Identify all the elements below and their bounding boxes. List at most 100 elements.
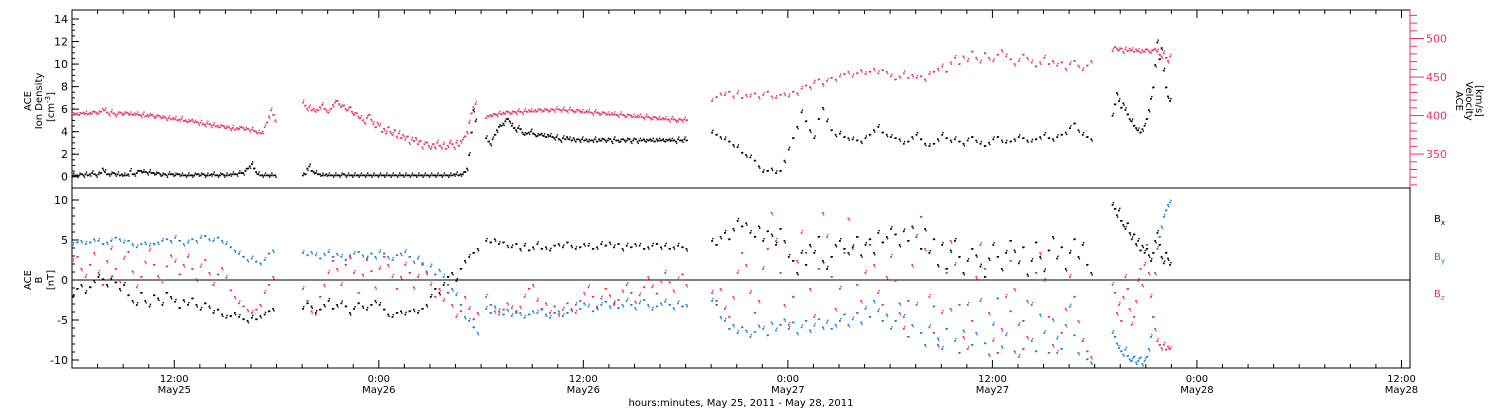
density-point (912, 138, 914, 140)
bz-point (1152, 316, 1154, 318)
density-point (622, 138, 625, 140)
density-point (180, 174, 183, 177)
bx-point (465, 262, 467, 264)
velocity-point (665, 115, 667, 118)
legend-bx-sub: x (1441, 219, 1445, 227)
density-point (1128, 118, 1131, 120)
by-point (938, 339, 940, 341)
by-point (418, 255, 420, 257)
velocity-point (1135, 48, 1137, 51)
velocity-point (843, 73, 846, 75)
bz-point (1006, 294, 1008, 296)
by-point (234, 251, 237, 253)
density-point (1153, 86, 1155, 88)
bz-point (310, 310, 313, 313)
bx-point (885, 236, 888, 238)
by-point (366, 257, 368, 260)
by-point (915, 304, 918, 306)
velocity-point (251, 128, 253, 131)
velocity-point (804, 84, 807, 87)
by-point (933, 305, 936, 307)
velocity-point (382, 131, 384, 133)
velocity-point (1130, 49, 1133, 52)
bz-point (830, 276, 833, 278)
density-point (514, 127, 516, 129)
velocity-point (104, 109, 106, 112)
bz-point (314, 313, 317, 316)
density-point (245, 168, 247, 170)
velocity-point (507, 110, 510, 113)
velocity-point (683, 118, 686, 121)
density-point (840, 130, 842, 133)
density-point (401, 174, 403, 176)
by-point (665, 298, 667, 301)
bx-point (1144, 250, 1147, 252)
bz-point (669, 281, 671, 283)
velocity-point (581, 110, 583, 113)
density-tick-label: 2 (61, 148, 68, 161)
density-point (1125, 107, 1127, 109)
bz-point (625, 284, 628, 286)
density-point (569, 136, 571, 138)
density-point (340, 174, 343, 177)
by-point (545, 313, 547, 316)
density-point (1155, 66, 1157, 68)
bz-point (651, 286, 654, 289)
density-point (595, 136, 597, 138)
density-point (656, 140, 659, 142)
by-point (179, 240, 181, 242)
density-point (518, 125, 520, 127)
bx-point (1139, 249, 1142, 252)
by-point (443, 274, 446, 276)
velocity-point (372, 123, 375, 126)
bx-point (140, 292, 142, 294)
velocity-point (426, 141, 429, 144)
density-label-name: Ion Density (34, 73, 45, 130)
density-point (358, 176, 360, 178)
density-point (237, 175, 239, 177)
by-point (251, 257, 253, 260)
velocity-point (625, 115, 628, 118)
density-point (133, 173, 136, 176)
velocity-point (264, 124, 267, 126)
bx-point (1143, 252, 1146, 254)
velocity-point (902, 72, 905, 75)
density-point (453, 173, 456, 176)
by-point (1125, 346, 1127, 349)
velocity-point (826, 80, 828, 82)
density-point (96, 176, 98, 178)
by-point (448, 284, 450, 286)
velocity-point (508, 111, 511, 114)
density-point (1047, 137, 1050, 140)
density-point (395, 174, 398, 177)
bx-point (89, 286, 91, 289)
bz-point (1136, 302, 1138, 304)
bz-point (1082, 338, 1085, 340)
bx-point (225, 316, 228, 319)
velocity-point (1073, 60, 1076, 62)
velocity-point (473, 108, 475, 110)
by-point (776, 327, 778, 329)
density-point (1117, 94, 1119, 96)
velocity-point (641, 116, 644, 118)
velocity-point (375, 126, 377, 128)
by-point (217, 236, 220, 239)
bz-point (908, 300, 910, 302)
bz-point (890, 256, 892, 258)
velocity-point (822, 83, 824, 85)
density-point (895, 137, 897, 139)
bx-point (401, 312, 403, 314)
by-point (823, 328, 825, 330)
velocity-point (177, 119, 179, 121)
bz-point (1044, 278, 1046, 280)
bz-point (549, 312, 551, 314)
bz-point (681, 273, 684, 276)
velocity-point (156, 114, 158, 116)
velocity-point (98, 110, 100, 112)
bx-point (1048, 249, 1051, 251)
bx-point (511, 244, 514, 246)
velocity-point (1019, 58, 1021, 60)
bz-point (328, 270, 331, 272)
velocity-point (228, 126, 230, 128)
bz-point (435, 296, 437, 298)
